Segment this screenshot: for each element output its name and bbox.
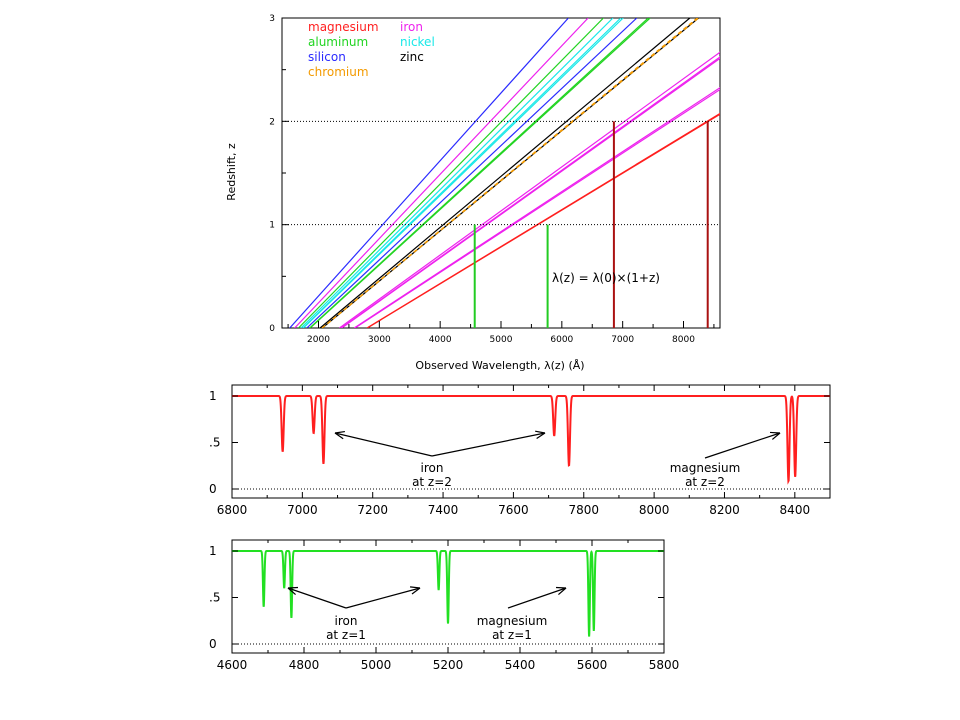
nickel-line: [300, 18, 614, 328]
legend-entry-silicon: silicon: [308, 50, 346, 64]
wavelength-markers: [473, 121, 709, 328]
y-tick-label: 3: [269, 14, 275, 24]
legend-entry-zinc: zinc: [400, 50, 424, 64]
y-tick-label: 1: [209, 544, 217, 558]
annotation-arrow: [287, 587, 347, 609]
zinc-line: [319, 18, 691, 328]
iron-line: [353, 86, 720, 328]
x-tick-label: 5200: [433, 658, 464, 672]
chromium-line: [321, 18, 699, 328]
x-tick-label: 7000: [611, 335, 634, 345]
y-tick-label: .5: [209, 436, 220, 450]
legend-entry-nickel: nickel: [400, 35, 435, 49]
x-tick-label: 4000: [429, 335, 452, 345]
top-y-axis-label: Redshift, z: [225, 143, 238, 201]
x-tick-label: 7000: [287, 503, 318, 517]
x-tick-label: 8000: [672, 335, 695, 345]
x-tick-label: 8200: [709, 503, 740, 517]
iron-line: [341, 57, 720, 328]
y-tick-label: 1: [269, 221, 275, 231]
annotation-arrow: [507, 587, 567, 609]
x-tick-label: 8000: [639, 503, 670, 517]
y-tick-label: .5: [209, 591, 220, 605]
iron-line: [339, 51, 720, 328]
formula-annotation: λ(z) = λ(0)×(1+z): [552, 271, 660, 285]
nickel-line: [302, 18, 622, 328]
spectrum-z2: 6800 7000 7200 7400 7600 7800 8000 8200 8400 0 .5 1: [209, 385, 830, 517]
aluminum-line: [309, 18, 651, 328]
silicon-line: [289, 18, 569, 328]
x-tick-label: 7800: [568, 503, 599, 517]
x-tick-label: 7400: [428, 503, 459, 517]
x-tick-label: 5000: [490, 335, 513, 345]
arrow-head: [287, 586, 299, 595]
y-tick-label: 0: [209, 637, 217, 651]
x-tick-label: 5400: [505, 658, 536, 672]
arrow-head: [535, 430, 546, 439]
arrow-head: [334, 430, 345, 440]
legend-entry-aluminum: aluminum: [308, 35, 368, 49]
x-tick-label: 6800: [217, 503, 248, 517]
aluminum-line: [298, 18, 604, 328]
spectrum-z1: 4600 4800 5000 5200 5400 5600 5800 0 .5 1: [209, 540, 679, 672]
magnesium-line: [367, 113, 720, 328]
iron-z1-label: iron: [335, 614, 358, 628]
spectrum-z1-chart: 4600 4800 5000 5200 5400 5600 5800 0 .5 1 iron at…: [209, 539, 679, 672]
element-lines: [289, 18, 720, 328]
x-tick-label: 7200: [357, 503, 388, 517]
top-axes: 2000 3000 4000 5000 6000 7000 8000 0 1 2 3: [269, 14, 715, 345]
y-tick-label: 0: [269, 324, 275, 334]
legend-entry-chromium: chromium: [308, 65, 369, 79]
top-x-axis-label: Observed Wavelength, λ(z) (Å): [415, 359, 584, 372]
arrow-head: [769, 431, 781, 440]
x-tick-label: 5800: [649, 658, 680, 672]
iron-z2-sublabel: at z=2: [412, 475, 452, 489]
iron-z1-sublabel: at z=1: [326, 628, 366, 642]
reference-lines: [282, 120, 720, 226]
magnesium-z1-label: magnesium: [477, 614, 548, 628]
spectrum-line: [232, 550, 664, 637]
x-tick-label: 6000: [550, 335, 573, 345]
x-tick-label: 2000: [307, 335, 330, 345]
x-tick-label: 4800: [289, 658, 320, 672]
arrow-head: [409, 586, 421, 595]
annotation-arrow: [704, 432, 781, 459]
x-tick-label: 8400: [780, 503, 811, 517]
iron-z2-label: iron: [421, 461, 444, 475]
spectrum-z2-chart: 6800 7000 7200 7400 7600 7800 8000 8200 8400 0 .5 1…: [209, 384, 831, 517]
magnesium-z1-sublabel: at z=1: [492, 628, 532, 642]
arrow-head: [555, 586, 567, 595]
nickel-line: [302, 18, 624, 328]
iron-line: [294, 18, 589, 328]
x-tick-label: 5000: [361, 658, 392, 672]
legend-entry-iron: iron: [400, 20, 423, 34]
magnesium-z2-sublabel: at z=2: [685, 475, 725, 489]
silicon-line: [306, 18, 638, 328]
annotation-arrow: [431, 432, 546, 457]
y-tick-label: 0: [209, 482, 217, 496]
iron-line: [354, 88, 720, 328]
mid-plot-frame: [231, 384, 831, 499]
magnesium-z2-label: magnesium: [670, 461, 741, 475]
x-tick-label: 3000: [368, 335, 391, 345]
x-tick-label: 5600: [577, 658, 608, 672]
annotation-arrow: [334, 432, 433, 457]
x-tick-label: 7600: [498, 503, 529, 517]
y-tick-label: 2: [269, 117, 275, 127]
spectrum-line: [232, 395, 830, 485]
annotation-arrow: [345, 587, 421, 609]
x-tick-label: 4600: [217, 658, 248, 672]
y-tick-label: 1: [209, 389, 217, 403]
legend-entry-magnesium: magnesium: [308, 20, 379, 34]
redshift-wavelength-chart: 2000 3000 4000 5000 6000 7000 8000 0 1 2 3 magnesi…: [225, 14, 721, 372]
